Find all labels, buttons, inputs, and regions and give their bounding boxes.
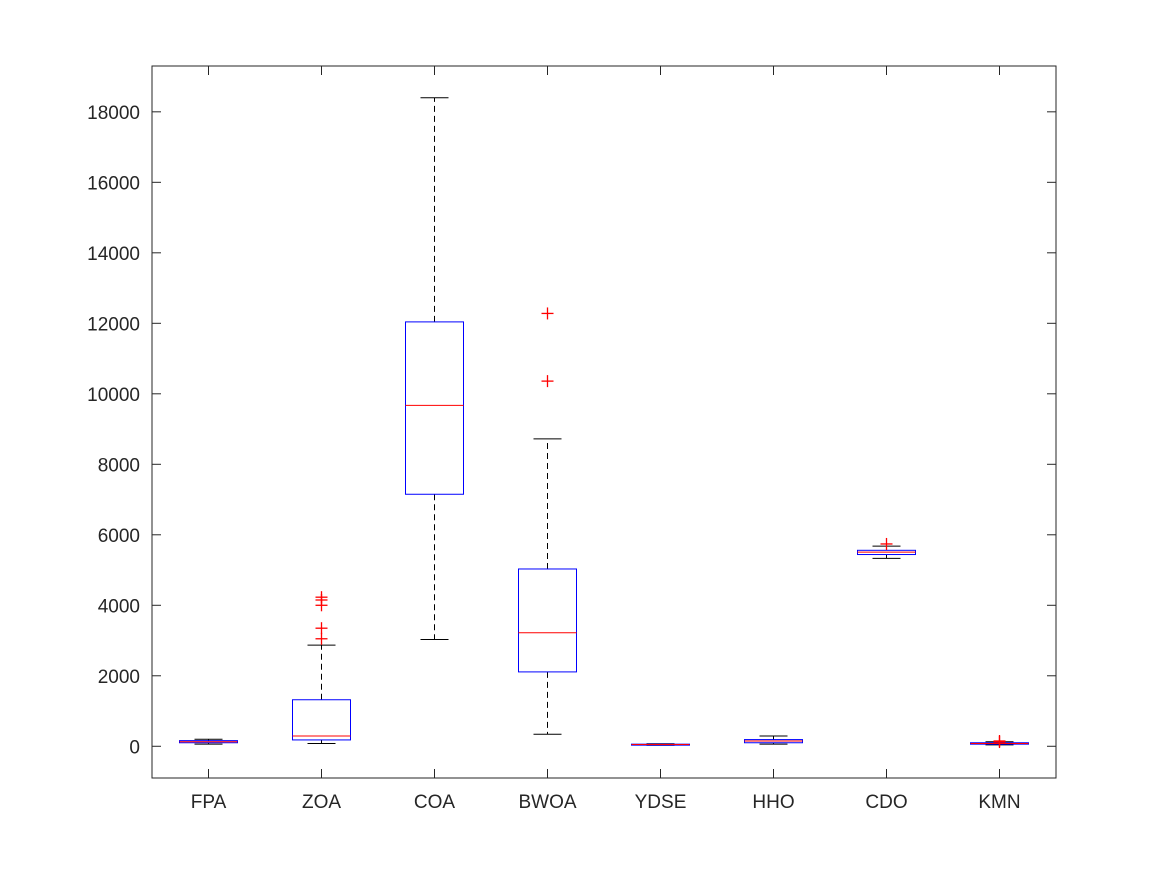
iqr-box bbox=[292, 699, 351, 741]
x-category-label: COA bbox=[414, 792, 456, 813]
box-zoa bbox=[292, 591, 351, 744]
x-category-label: BWOA bbox=[518, 792, 576, 813]
outlier-marker bbox=[880, 537, 893, 550]
iqr-box bbox=[518, 568, 577, 673]
box-fpa bbox=[179, 738, 238, 745]
x-category-label: KMN bbox=[978, 792, 1020, 813]
y-tick-label: 16000 bbox=[87, 173, 140, 194]
y-tick-label: 8000 bbox=[98, 455, 140, 476]
y-tick-label: 4000 bbox=[98, 596, 140, 617]
outlier-marker bbox=[541, 307, 554, 320]
x-category-label: FPA bbox=[191, 792, 227, 813]
y-tick-label: 0 bbox=[129, 737, 140, 758]
y-tick-label: 2000 bbox=[98, 667, 140, 688]
x-category-label: HHO bbox=[752, 792, 794, 813]
y-tick-label: 10000 bbox=[87, 385, 140, 406]
x-category-label: ZOA bbox=[302, 792, 341, 813]
box-cdo bbox=[857, 537, 916, 559]
iqr-box bbox=[405, 321, 464, 495]
outlier-marker bbox=[541, 375, 554, 388]
box-bwoa bbox=[518, 307, 577, 735]
y-axis-ticks: 0 2000 4000 6000 8000 10000 12000 14000 16000 180… bbox=[87, 103, 1056, 758]
y-tick-label: 6000 bbox=[98, 526, 140, 547]
y-tick-label: 12000 bbox=[87, 314, 140, 335]
boxes-layer bbox=[179, 97, 1029, 749]
outlier-marker bbox=[315, 622, 328, 635]
box-coa bbox=[405, 97, 464, 640]
box-kmn bbox=[970, 734, 1029, 749]
axes-frame bbox=[151, 65, 1057, 779]
outlier-marker bbox=[315, 632, 328, 645]
box-hho bbox=[744, 735, 803, 745]
box-ydse bbox=[631, 743, 690, 746]
y-tick-label: 14000 bbox=[87, 244, 140, 265]
x-axis-category-labels: FPA ZOA COA BWOA YDSE HHO CDO KMN bbox=[191, 66, 1021, 813]
y-tick-label: 18000 bbox=[87, 103, 140, 124]
outlier-marker bbox=[315, 591, 328, 604]
outlier-marker bbox=[993, 734, 1006, 747]
x-category-label: YDSE bbox=[635, 792, 687, 813]
x-category-label: CDO bbox=[865, 792, 907, 813]
